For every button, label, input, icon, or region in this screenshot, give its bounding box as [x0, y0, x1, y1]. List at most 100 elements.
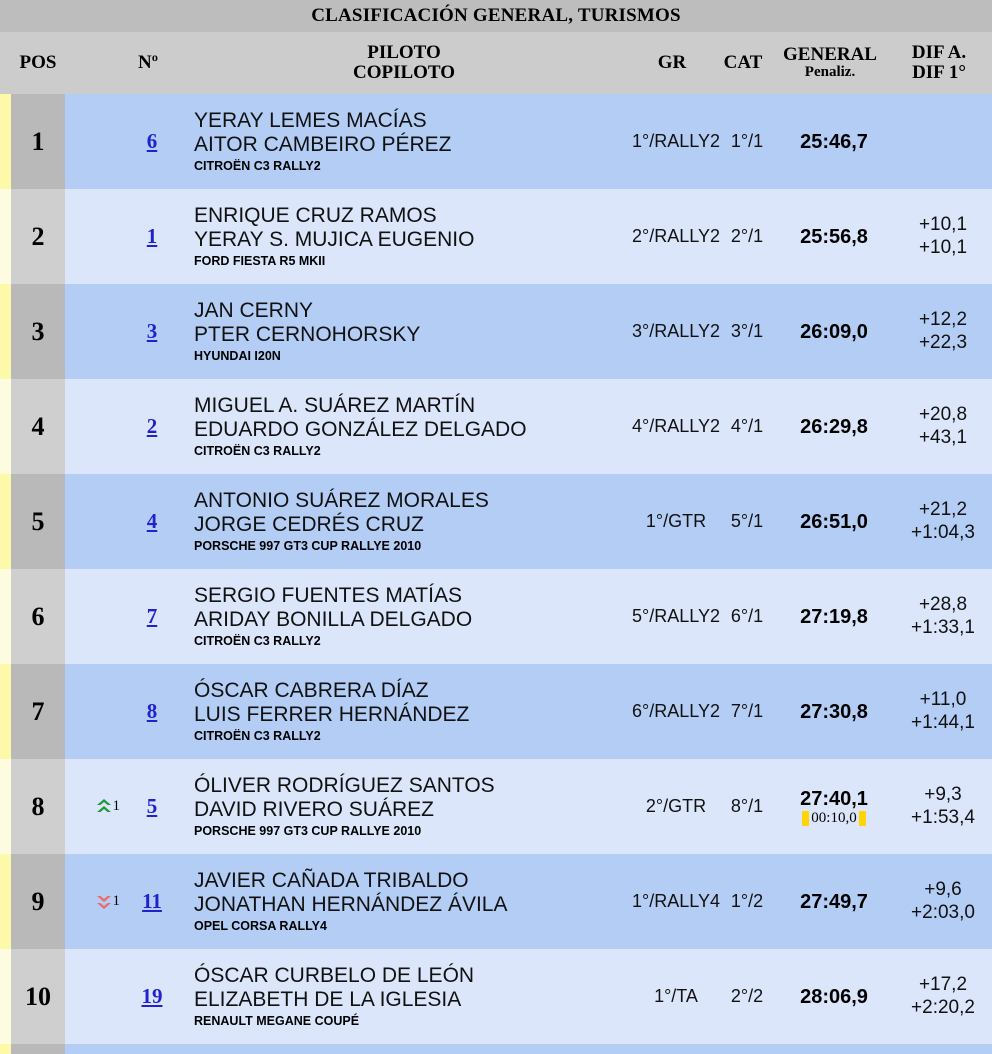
cell-general-time: 26:29,8 — [778, 379, 890, 474]
competitor-number-link[interactable]: 6 — [146, 129, 158, 153]
codriver-name: EDUARDO GONZÁLEZ DELGADO — [194, 418, 527, 441]
cell-category: 8°/1 — [716, 759, 778, 854]
cell-competitor-number[interactable]: 1 — [124, 189, 180, 284]
codriver-name: AITOR CAMBEIRO PÉREZ — [194, 133, 452, 156]
cell-category: 1°/1 — [716, 94, 778, 189]
competitor-number-link[interactable]: 5 — [146, 794, 158, 818]
cell-group: 5°/RALLY2 — [632, 569, 720, 664]
general-time-value: 25:46,7 — [800, 130, 868, 153]
competitor-number-link[interactable]: 3 — [146, 319, 158, 343]
competitor-number-link[interactable]: 2 — [146, 414, 158, 438]
column-header-mover — [65, 32, 120, 94]
group-value: 1°/TA — [654, 986, 698, 1006]
cell-category: 5°/1 — [716, 474, 778, 569]
row-accent-stripe — [0, 949, 11, 1044]
car-model: CITROËN C3 RALLY2 — [194, 158, 321, 173]
general-time-value: 28:06,9 — [800, 985, 868, 1008]
row-accent-stripe — [0, 854, 11, 949]
column-header-dif-ant-label: DIF A. — [911, 42, 967, 64]
codriver-name: ARIDAY BONILLA DELGADO — [194, 608, 473, 631]
dif-leader-value: +1:53,4 — [911, 806, 975, 828]
dif-previous-value: +9,3 — [924, 784, 962, 806]
cell-category: 4°/1 — [716, 379, 778, 474]
chevron-double-up-icon: 1 — [96, 798, 121, 815]
cell-position-change — [65, 94, 124, 189]
general-time-value: 25:56,8 — [800, 225, 868, 248]
column-header-dif-first-label: DIF 1° — [912, 62, 966, 83]
cell-crew: ÓLIVER RODRÍGUEZ SANTOS DAVID RIVERO SUÁR… — [180, 759, 636, 854]
cell-general-time: 25:46,7 — [778, 94, 890, 189]
row-accent-stripe — [0, 94, 11, 189]
cell-category: 1°/2 — [716, 854, 778, 949]
column-header-general: GENERAL Penaliz. — [774, 32, 886, 94]
board-title-bar: CLASIFICACIÓN GENERAL, TURISMOS — [0, 0, 992, 32]
position-value: 1 — [31, 126, 45, 156]
car-model: RENAULT MEGANE COUPÉ — [194, 1013, 360, 1028]
cell-competitor-number[interactable]: 2 — [124, 379, 180, 474]
cell-differences: +28,8 +1:33,1 — [890, 569, 992, 664]
dif-previous-value: +28,8 — [918, 594, 968, 616]
cell-group: 1°/RALLY2 — [632, 94, 720, 189]
column-header-number: Nº — [120, 32, 176, 94]
column-header-driver-label: PILOTO — [367, 42, 441, 64]
competitor-number-link[interactable]: 4 — [146, 509, 158, 533]
cell-position-change — [65, 189, 124, 284]
cell-competitor-number[interactable]: 4 — [124, 474, 180, 569]
cell-general-time: 28:06,9 — [778, 949, 890, 1044]
group-value: 1°/GTR — [645, 511, 707, 531]
cell-competitor-number[interactable]: 11 — [124, 854, 180, 949]
column-header-pos-label: POS — [19, 52, 57, 74]
cell-group: 1°/RALLY4 — [632, 854, 720, 949]
cell-position: 10 — [11, 949, 65, 1044]
cell-competitor-number[interactable]: 3 — [124, 284, 180, 379]
category-value: 8°/1 — [730, 796, 764, 816]
category-value: 6°/1 — [730, 606, 764, 626]
car-model: HYUNDAI I20N — [194, 348, 281, 363]
dif-previous-value: +9,6 — [924, 879, 962, 901]
chevron-double-down-icon: 1 — [96, 893, 120, 910]
general-time-value: 26:29,8 — [800, 415, 868, 438]
driver-name: ENRIQUE CRUZ RAMOS — [194, 204, 437, 228]
cell-group: 4°/RALLY2 — [632, 379, 720, 474]
general-time-value: 26:51,0 — [800, 510, 868, 533]
cell-differences: +20,8 +43,1 — [890, 379, 992, 474]
dif-leader-value: +43,1 — [918, 426, 968, 448]
dif-leader-value: +1:04,3 — [911, 521, 975, 543]
competitor-number-link[interactable]: 1 — [146, 224, 158, 248]
category-value: 4°/1 — [730, 416, 764, 436]
group-value: 6°/RALLY2 — [632, 701, 720, 721]
cell-crew: MIGUEL A. SUÁREZ MARTÍN EDUARDO GONZÁLEZ … — [180, 379, 636, 474]
column-header-general-label: GENERAL — [783, 44, 877, 66]
competitor-number-link[interactable]: 8 — [146, 699, 158, 723]
column-header-gr-label: GR — [657, 52, 687, 74]
cell-group: 1°/GTR — [636, 474, 716, 569]
position-value: 4 — [31, 411, 45, 441]
column-header-codriver-label: COPILOTO — [352, 62, 456, 83]
competitor-number-link[interactable]: 19 — [141, 984, 163, 1008]
cell-position: 2 — [11, 189, 65, 284]
cell-competitor-number[interactable]: 5 — [124, 759, 180, 854]
column-header-number-label: Nº — [138, 52, 158, 74]
cell-competitor-number[interactable]: 7 — [124, 569, 180, 664]
group-value: 5°/RALLY2 — [632, 606, 720, 626]
general-time-value: 27:40,1 — [800, 787, 868, 810]
table-header-row: POS Nº PILOTO COPILOTO GR CAT GENERAL Pe… — [0, 32, 992, 94]
table-row: 10 19 ÓSCAR CURBELO DE LEÓN ELIZABETH DE LA… — [0, 949, 992, 1044]
cell-competitor-number[interactable]: 19 — [124, 949, 180, 1044]
dif-previous-value: +21,2 — [918, 499, 968, 521]
cell-category: 2°/2 — [716, 949, 778, 1044]
position-value: 10 — [25, 981, 51, 1011]
dif-previous-value: +20,8 — [918, 404, 968, 426]
position-change-count: 1 — [112, 798, 121, 814]
competitor-number-link[interactable]: 7 — [146, 604, 158, 628]
group-value: 2°/GTR — [645, 796, 707, 816]
car-model: FORD FIESTA R5 MKII — [194, 253, 326, 268]
competitor-number-link[interactable]: 11 — [142, 889, 162, 913]
cell-competitor-number[interactable]: 6 — [124, 94, 180, 189]
cell-competitor-number[interactable]: 8 — [124, 664, 180, 759]
cell-category: 6°/1 — [716, 569, 778, 664]
page-title: CLASIFICACIÓN GENERAL, TURISMOS — [311, 5, 681, 26]
car-model: PORSCHE 997 GT3 CUP RALLYE 2010 — [194, 538, 422, 553]
cell-position — [11, 1044, 65, 1054]
penalty-card-icon — [802, 810, 810, 826]
